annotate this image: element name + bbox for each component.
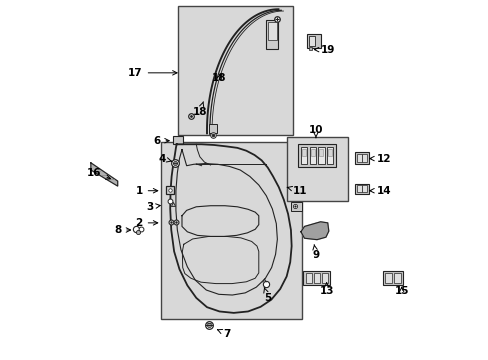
Text: 16: 16	[87, 168, 110, 179]
Bar	[354, 184, 368, 194]
Bar	[322, 273, 328, 283]
Polygon shape	[91, 163, 118, 186]
Text: 10: 10	[308, 125, 323, 138]
Bar	[385, 273, 391, 283]
Text: 6: 6	[153, 136, 169, 146]
Bar	[393, 273, 400, 283]
Text: 3: 3	[146, 202, 160, 212]
Text: 2: 2	[135, 218, 158, 228]
Bar	[319, 149, 323, 156]
Text: 1: 1	[135, 186, 158, 196]
Bar	[300, 147, 307, 164]
Text: 19: 19	[314, 45, 335, 55]
Bar	[173, 136, 183, 144]
Bar	[308, 47, 312, 50]
Bar	[382, 271, 402, 285]
Bar	[354, 152, 368, 163]
Bar	[308, 36, 315, 46]
Text: 18: 18	[212, 73, 226, 83]
Bar	[166, 186, 174, 194]
Text: 14: 14	[369, 186, 390, 196]
Polygon shape	[300, 222, 328, 240]
Bar	[327, 149, 331, 156]
Bar	[298, 144, 335, 167]
Bar	[356, 185, 361, 192]
Bar	[309, 147, 315, 164]
Text: 15: 15	[394, 286, 408, 296]
Bar	[306, 34, 320, 48]
Text: 18: 18	[192, 102, 207, 117]
Text: 11: 11	[286, 186, 306, 196]
Bar	[362, 154, 366, 162]
Text: 5: 5	[263, 287, 271, 303]
Text: 12: 12	[369, 154, 390, 163]
Bar	[356, 154, 361, 162]
Bar	[208, 125, 216, 133]
Bar	[303, 271, 329, 285]
Bar	[313, 273, 320, 283]
Bar	[326, 147, 332, 164]
Bar	[362, 185, 366, 192]
Text: 13: 13	[319, 283, 333, 296]
Bar	[287, 137, 347, 202]
Text: 4: 4	[158, 154, 171, 163]
Bar	[160, 143, 301, 319]
Bar	[317, 147, 324, 164]
Text: 17: 17	[128, 68, 177, 78]
Bar	[302, 149, 305, 156]
Bar	[267, 22, 276, 40]
Bar	[310, 149, 314, 156]
Text: 9: 9	[312, 244, 319, 260]
Text: 8: 8	[114, 225, 130, 235]
Bar	[305, 273, 311, 283]
Bar	[265, 20, 278, 49]
Bar	[290, 202, 301, 211]
FancyArrowPatch shape	[263, 279, 265, 282]
Bar	[178, 6, 292, 135]
Text: 7: 7	[217, 329, 230, 339]
